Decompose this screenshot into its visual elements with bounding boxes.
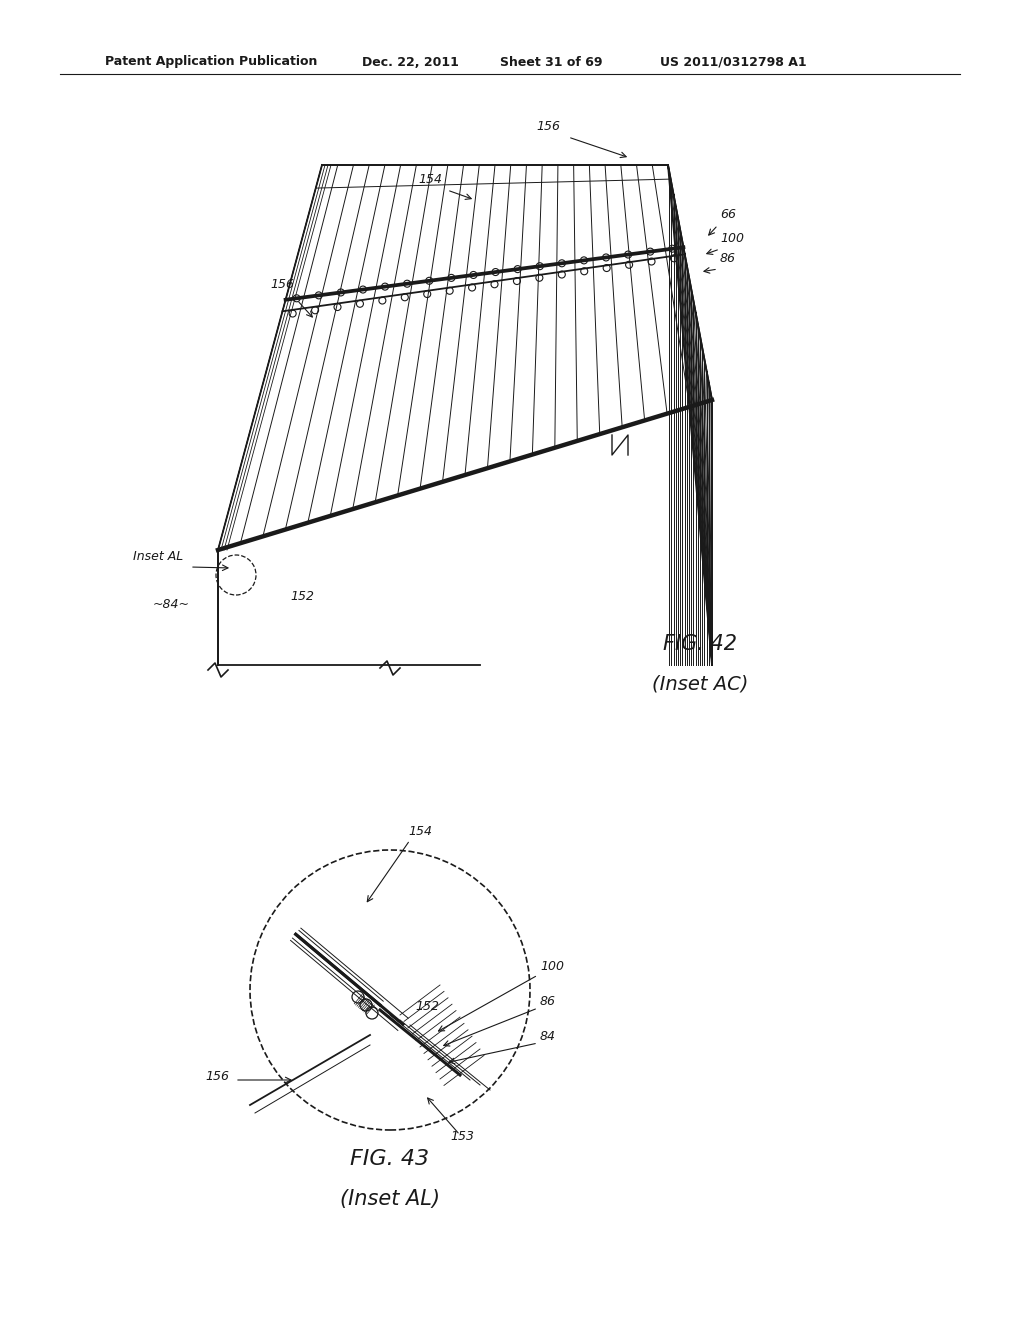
Text: Dec. 22, 2011: Dec. 22, 2011 — [362, 55, 459, 69]
Text: 84: 84 — [540, 1030, 556, 1043]
Text: Patent Application Publication: Patent Application Publication — [105, 55, 317, 69]
Text: Inset AL: Inset AL — [133, 550, 183, 564]
Text: Sheet 31 of 69: Sheet 31 of 69 — [500, 55, 602, 69]
Text: 153: 153 — [450, 1130, 474, 1143]
Text: (Inset AL): (Inset AL) — [340, 1189, 440, 1209]
Text: 152: 152 — [415, 1001, 439, 1012]
Text: 86: 86 — [720, 252, 736, 265]
Text: 100: 100 — [720, 232, 744, 246]
Text: 154: 154 — [408, 825, 432, 838]
Text: US 2011/0312798 A1: US 2011/0312798 A1 — [660, 55, 807, 69]
Text: 100: 100 — [540, 960, 564, 973]
Text: 156: 156 — [205, 1071, 229, 1082]
Text: 156: 156 — [536, 120, 560, 133]
Text: FIG. 42: FIG. 42 — [663, 634, 737, 653]
Text: 152: 152 — [290, 590, 314, 603]
Text: 66: 66 — [720, 209, 736, 220]
Text: 154: 154 — [418, 173, 442, 186]
Text: (Inset AC): (Inset AC) — [652, 675, 749, 694]
Text: 156: 156 — [270, 279, 294, 290]
Text: ~84~: ~84~ — [153, 598, 190, 611]
Text: FIG. 43: FIG. 43 — [350, 1148, 429, 1170]
Text: 86: 86 — [540, 995, 556, 1008]
